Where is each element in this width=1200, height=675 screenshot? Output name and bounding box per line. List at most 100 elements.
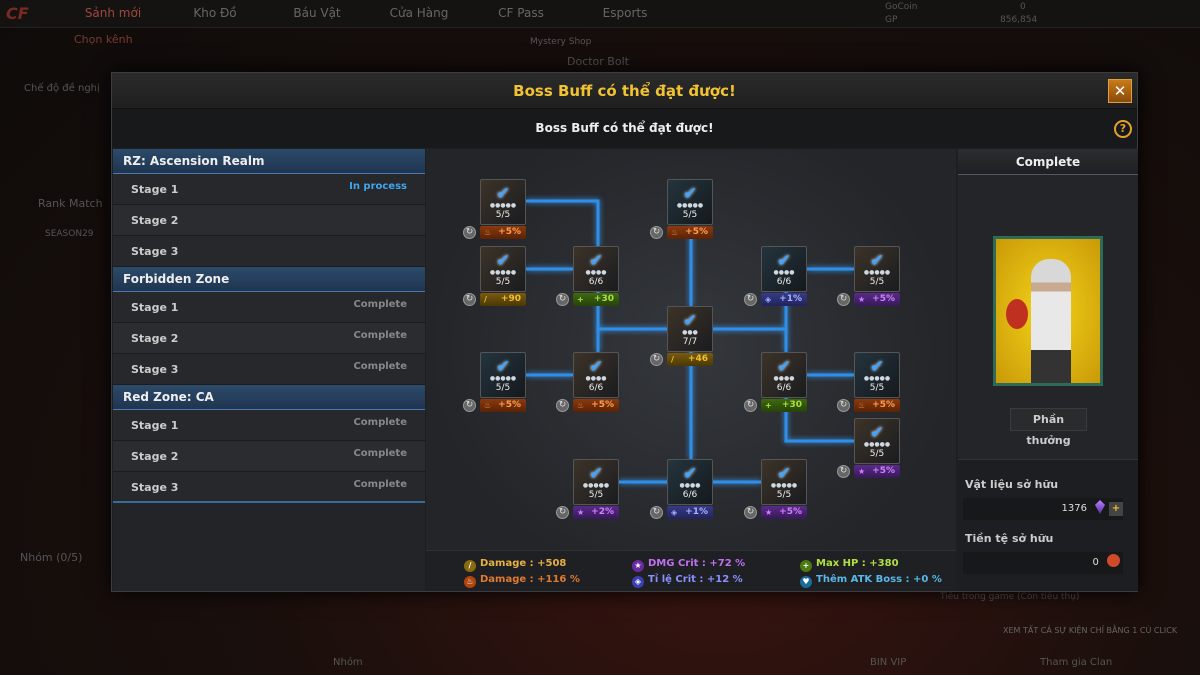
stage-status: In process (349, 181, 407, 192)
refresh-icon[interactable]: ↻ (837, 399, 850, 412)
bin-vip[interactable]: BIN VIP (870, 657, 907, 668)
mystery-shop[interactable]: Mystery Shop (530, 37, 592, 47)
stage-label: Stage 3 (131, 363, 179, 376)
node-count: 5/5 (776, 490, 792, 500)
owned-resources: Vật liệu sở hữu 1376 + Tiền tệ sở hữu 0 (958, 459, 1138, 591)
stage-status: Complete (353, 417, 407, 428)
close-button[interactable]: ✕ (1108, 79, 1132, 103)
stage-row[interactable]: Stage 3 Complete (113, 472, 425, 503)
refresh-icon[interactable]: ↻ (463, 226, 476, 239)
check-icon: ✔ (589, 251, 604, 271)
tab-esports[interactable]: Esports (602, 6, 648, 20)
zone-header[interactable]: RZ: Ascension Realm (113, 149, 425, 174)
reward-button[interactable]: Phần thưởng (1010, 408, 1087, 447)
buff-node[interactable]: ✔ ●●●●● 5/5 (761, 459, 807, 505)
star-rating: ●●●● (773, 375, 795, 382)
buff-node[interactable]: ✔ ●●●● 6/6 (573, 352, 619, 398)
stage-row[interactable]: Stage 1 In process (113, 174, 425, 205)
stage-row[interactable]: Stage 1 Complete (113, 292, 425, 323)
modal-subtitle: Boss Buff có thể đạt được! ? (112, 109, 1137, 148)
help-icon[interactable]: ? (1114, 120, 1132, 138)
gocoin-label: GoCoin (885, 2, 918, 12)
dmg-icon: / (671, 355, 674, 364)
stage-row[interactable]: Stage 1 Complete (113, 410, 425, 441)
events-banner[interactable]: XEM TẤT CẢ SỰ KIỆN CHỈ BẰNG 1 CÚ CLICK (1003, 626, 1178, 635)
refresh-icon[interactable]: ↻ (556, 399, 569, 412)
fire-icon: ♨ (464, 576, 476, 588)
doctor-bolt: Doctor Bolt (567, 55, 629, 68)
buff-node[interactable]: ✔ ●●●●● 5/5 (573, 459, 619, 505)
node-count: 6/6 (776, 277, 792, 287)
buff-node[interactable]: ✔ ●●● 7/7 (667, 306, 713, 352)
buff-node[interactable]: ✔ ●●●●● 5/5 (667, 179, 713, 225)
channel-button[interactable]: Chọn kênh (74, 33, 133, 46)
refresh-icon[interactable]: ↻ (650, 226, 663, 239)
buff-badge: + +30 (573, 293, 619, 306)
refresh-icon[interactable]: ↻ (650, 506, 663, 519)
refresh-icon[interactable]: ↻ (650, 353, 663, 366)
buff-node[interactable]: ✔ ●●●● 6/6 (667, 459, 713, 505)
stage-row[interactable]: Stage 2 Complete (113, 323, 425, 354)
fire-icon: ♨ (858, 401, 866, 410)
join-clan[interactable]: Tham gia Clan (1040, 657, 1113, 668)
group-bottom[interactable]: Nhóm (333, 657, 363, 668)
stage-row[interactable]: Stage 3 Complete (113, 354, 425, 385)
stage-group: Stage 1 Complete Stage 2 Complete Stage 3 C… (113, 292, 425, 385)
crit-icon: ★ (765, 508, 773, 517)
buff-node[interactable]: ✔ ●●●● 6/6 (761, 352, 807, 398)
stage-row[interactable]: Stage 3 (113, 236, 425, 267)
zone-header[interactable]: Forbidden Zone (113, 267, 425, 292)
add-materials-button[interactable]: + (1109, 502, 1123, 516)
node-count: 6/6 (776, 383, 792, 393)
star-rating: ●●●●● (863, 375, 891, 382)
refresh-icon[interactable]: ↻ (744, 399, 757, 412)
refresh-icon[interactable]: ↻ (463, 293, 476, 306)
rate-icon: ◈ (765, 295, 772, 304)
tab-treasure[interactable]: Báu Vật (293, 6, 341, 20)
buff-node[interactable]: ✔ ●●●●● 5/5 (854, 246, 900, 292)
buff-node[interactable]: ✔ ●●●● 6/6 (573, 246, 619, 292)
buff-node[interactable]: ✔ ●●●●● 5/5 (480, 179, 526, 225)
node-count: 5/5 (869, 383, 885, 393)
materials-label: Vật liệu sở hữu (965, 478, 1059, 491)
refresh-icon[interactable]: ↻ (744, 293, 757, 306)
node-count: 6/6 (682, 490, 698, 500)
node-count: 5/5 (682, 210, 698, 220)
rank-match: Rank Match (38, 197, 103, 210)
zone-header[interactable]: Red Zone: CA (113, 385, 425, 410)
tab-shop[interactable]: Cửa Hàng (389, 6, 449, 20)
crit-icon: ★ (858, 467, 866, 476)
coin-icon (1106, 554, 1120, 567)
buff-badge: ♨ +5% (573, 399, 619, 412)
stage-label: Stage 2 (131, 332, 179, 345)
currency-value-box: 0 (963, 552, 1123, 574)
buff-node[interactable]: ✔ ●●●●● 5/5 (480, 352, 526, 398)
refresh-icon[interactable]: ↻ (556, 506, 569, 519)
buff-value: +1% (779, 294, 802, 304)
refresh-icon[interactable]: ↻ (837, 293, 850, 306)
stage-row[interactable]: Stage 2 Complete (113, 441, 425, 472)
buff-value: +30 (781, 400, 802, 410)
refresh-icon[interactable]: ↻ (837, 465, 850, 478)
fire-icon: ♨ (484, 401, 492, 410)
buff-node[interactable]: ✔ ●●●●● 5/5 (854, 418, 900, 464)
buff-node[interactable]: ✔ ●●●● 6/6 (761, 246, 807, 292)
gocoin-value: 0 (1020, 2, 1026, 12)
stage-group: Stage 1 In process Stage 2 Stage 3 (113, 174, 425, 267)
star-rating: ●●●●● (489, 269, 517, 276)
buff-badge: / +46 (667, 353, 713, 366)
completion-status: Complete (958, 149, 1138, 175)
refresh-icon[interactable]: ↻ (463, 399, 476, 412)
subtitle-text: Boss Buff có thể đạt được! (535, 121, 714, 135)
tab-inventory[interactable]: Kho Đồ (193, 6, 237, 20)
check-icon: ✔ (683, 184, 698, 204)
tab-lobby[interactable]: Sảnh mới (84, 6, 142, 20)
stat-crit-rate: ◈ Tỉ lệ Crit : +12 % (632, 574, 743, 588)
buff-node[interactable]: ✔ ●●●●● 5/5 (854, 352, 900, 398)
buff-badge: ♨ +5% (854, 399, 900, 412)
stage-row[interactable]: Stage 2 (113, 205, 425, 236)
buff-node[interactable]: ✔ ●●●●● 5/5 (480, 246, 526, 292)
tab-cf-pass[interactable]: CF Pass (498, 6, 544, 20)
refresh-icon[interactable]: ↻ (556, 293, 569, 306)
refresh-icon[interactable]: ↻ (744, 506, 757, 519)
